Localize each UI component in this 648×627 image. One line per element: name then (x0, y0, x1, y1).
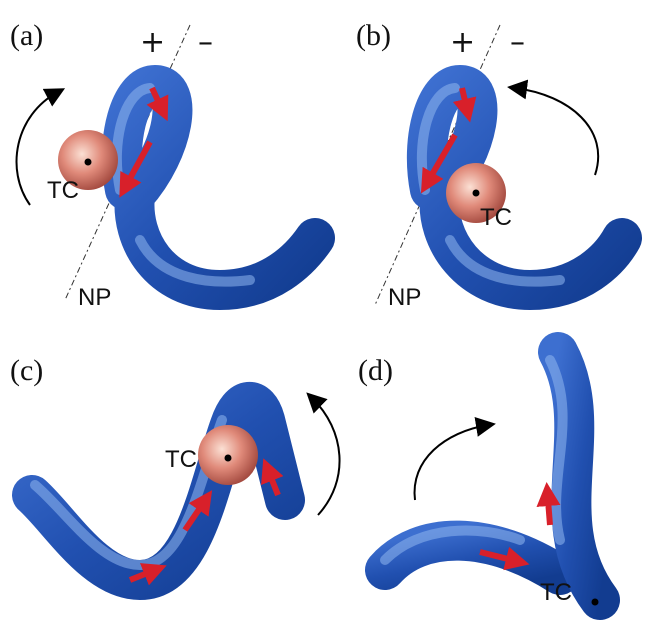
red-arrow (548, 500, 550, 525)
plus-sign: + (140, 25, 165, 60)
rotation-arrow (515, 88, 598, 175)
panel-label: (b) (356, 19, 391, 52)
tc-label: TC (540, 579, 572, 606)
dot (473, 190, 480, 197)
np-label: NP (388, 284, 421, 311)
dot (85, 159, 92, 166)
panel-label: (d) (358, 354, 393, 387)
red-arrow (462, 88, 466, 105)
minus-sign: – (198, 25, 213, 60)
tc-label: TC (480, 204, 512, 231)
plus-sign: + (450, 25, 475, 60)
dot (225, 455, 232, 462)
panel-label: (c) (10, 354, 43, 387)
dot (592, 599, 599, 606)
rotation-arrow (415, 425, 488, 500)
panel-b: (b) + – TC NP (356, 19, 622, 311)
panel-a: (a) + – TC NP (10, 19, 315, 311)
rotation-arrow (312, 398, 340, 515)
tc-label: TC (47, 177, 79, 204)
panel-d: (d) TC (358, 352, 600, 606)
tube (32, 402, 285, 580)
tc-label: TC (165, 446, 197, 473)
figure: (a) + – TC NP (b) + – TC NP (c) (0, 0, 648, 627)
minus-sign: – (510, 25, 525, 60)
panel-c: (c) TC (10, 354, 340, 580)
panel-label: (a) (10, 19, 43, 52)
np-label: NP (78, 284, 111, 311)
